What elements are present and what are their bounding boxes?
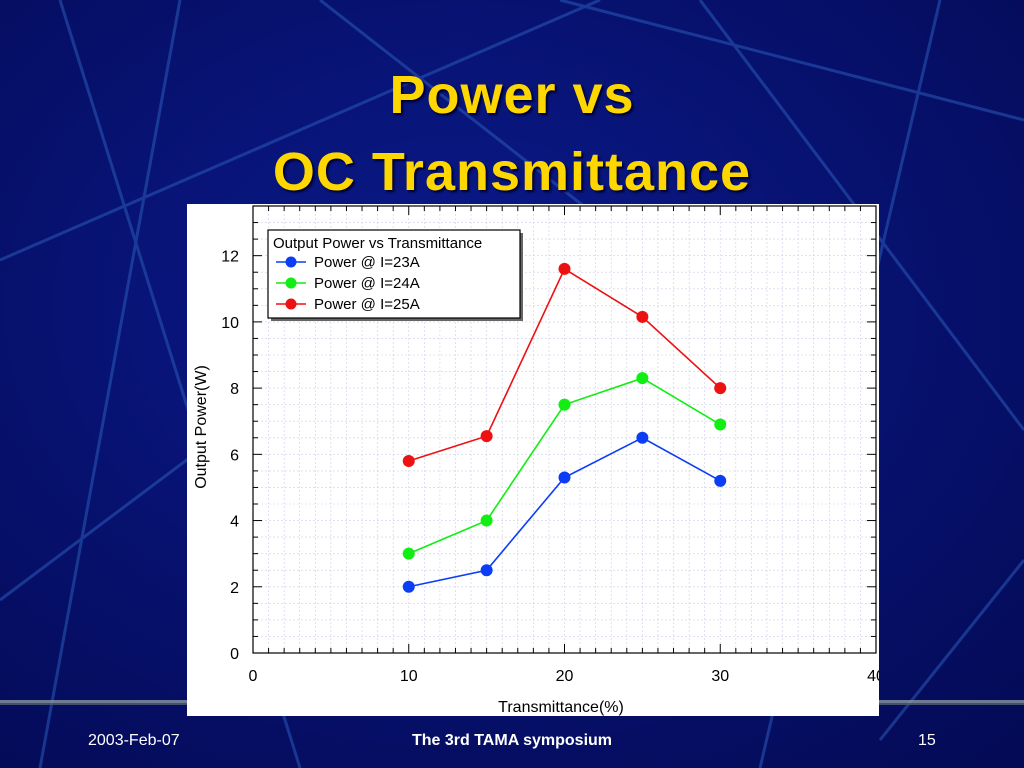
y-tick-label: 12 xyxy=(221,249,239,266)
y-tick-label: 8 xyxy=(230,381,239,398)
slide-title-line-2: OC Transmittance xyxy=(272,142,752,202)
series-1-point xyxy=(480,564,493,577)
y-tick-label: 2 xyxy=(230,580,239,597)
series-3-point xyxy=(558,262,571,275)
x-axis-label: Transmittance(%) xyxy=(498,699,624,716)
x-tick-label: 30 xyxy=(711,668,729,685)
chart-panel: 0 10 20 30 40 0 2 4 6 8 10 12 Output Power vs Trans… xyxy=(187,204,879,716)
x-tick-label: 20 xyxy=(556,668,574,685)
y-tick-label: 6 xyxy=(230,447,239,464)
footer-event-name: The 3rd TAMA symposium xyxy=(411,732,613,749)
legend-entry-label: Power @ I=24A xyxy=(314,275,420,292)
series-3-point xyxy=(402,454,415,467)
axis-layer: 0 10 20 30 40 0 2 4 6 8 10 12 xyxy=(221,205,879,685)
y-tick-label: 0 xyxy=(230,646,239,663)
series-3-point xyxy=(480,430,493,443)
x-tick-label: 0 xyxy=(249,668,258,685)
series-1-point xyxy=(636,431,649,444)
footer-date: 2003-Feb-07 xyxy=(88,732,180,749)
series-2-point xyxy=(558,398,571,411)
legend-title: Output Power vs Transmittance xyxy=(273,235,482,252)
x-tick-label: 10 xyxy=(400,668,418,685)
y-tick-label: 4 xyxy=(230,514,239,531)
y-tick-label: 10 xyxy=(221,315,239,332)
footer-page-number: 15 xyxy=(918,732,936,749)
legend-swatch-marker xyxy=(285,298,297,310)
legend-layer: Output Power vs Transmittance Power @ I=2… xyxy=(267,229,523,321)
series-1-point xyxy=(714,474,727,487)
legend-box xyxy=(267,229,521,319)
series-3-point xyxy=(636,310,649,323)
series-2-point xyxy=(714,418,727,431)
series-line-1 xyxy=(408,436,721,588)
series-1-point xyxy=(402,580,415,593)
legend-entry-label: Power @ I=23A xyxy=(314,254,420,271)
series-2-point xyxy=(402,547,415,560)
series-3-point xyxy=(714,382,727,395)
legend-swatch-marker xyxy=(285,256,297,268)
power-vs-transmittance-chart: 0 10 20 30 40 0 2 4 6 8 10 12 Output Power vs Trans… xyxy=(193,205,879,716)
series-layer xyxy=(402,262,727,593)
series-2-point xyxy=(480,514,493,527)
slide-title-line-1: Power vs xyxy=(389,65,635,125)
series-2-point xyxy=(636,372,649,385)
legend-entry-label: Power @ I=25A xyxy=(314,296,420,313)
legend-swatch-marker xyxy=(285,277,297,289)
y-axis-label: Output Power(W) xyxy=(193,365,210,489)
series-1-point xyxy=(558,471,571,484)
x-tick-label: 40 xyxy=(867,668,879,685)
